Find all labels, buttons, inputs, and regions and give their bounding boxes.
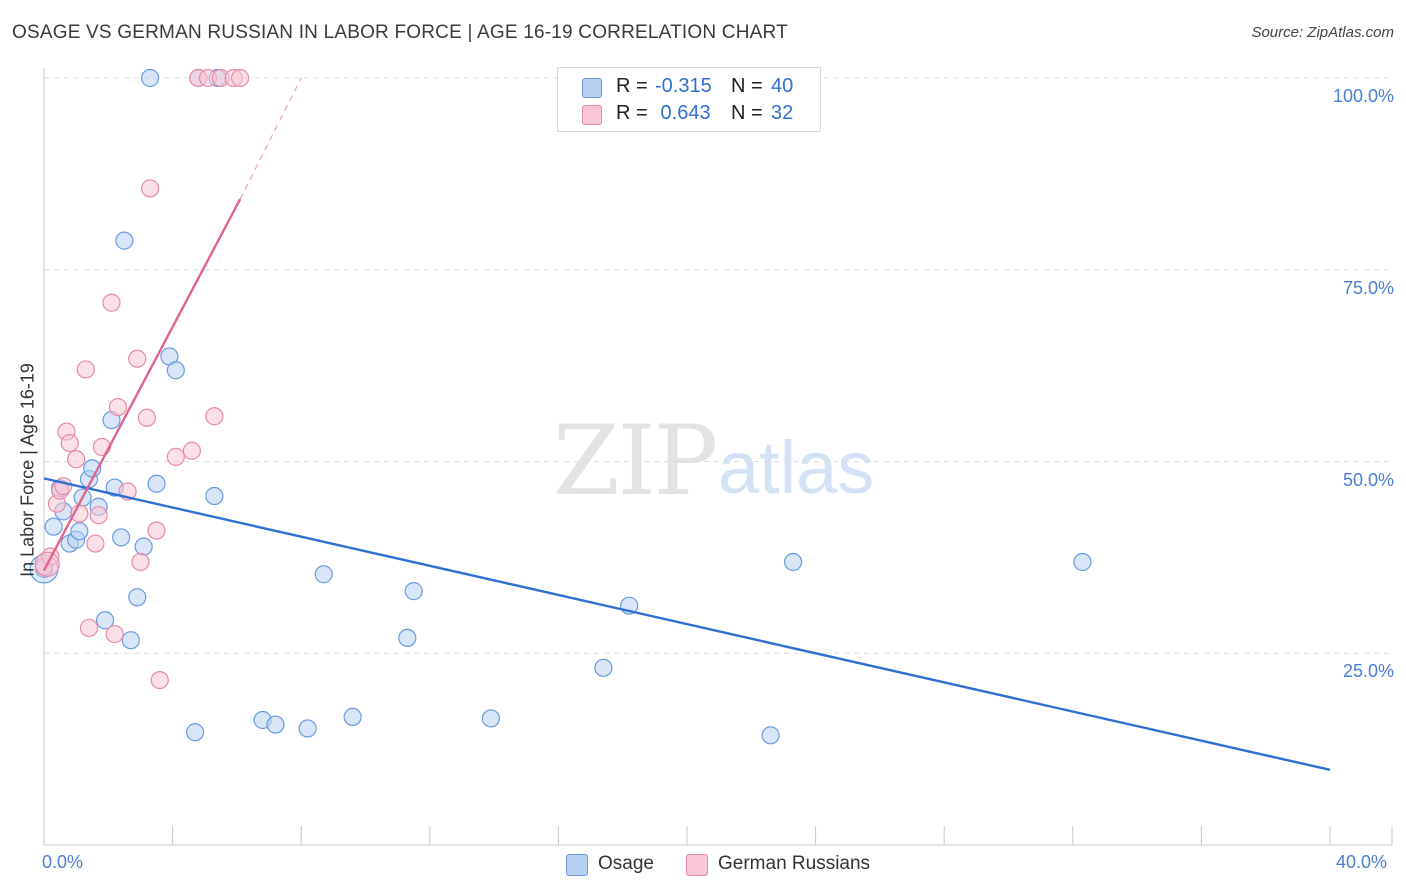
osage-point [1073,552,1092,572]
osage-point [314,565,333,584]
german-russians-point [231,68,250,88]
legend-label: Osage [598,853,654,874]
german-russians-point [166,447,185,466]
osage-point [594,658,613,677]
legend-row-osage: R = -0.315 N = 40 [558,73,820,101]
series-legend: Osage German Russians [0,852,1406,878]
german-russians-trend-extension [239,77,302,200]
osage-point [266,715,285,734]
osage-point [343,707,362,727]
german-russians-point [147,521,166,540]
osage-swatch [582,78,602,98]
osage-point [166,361,185,380]
watermark-atlas: atlas [718,426,875,509]
n-label: N = [731,75,763,97]
german-russians-point [105,624,124,644]
osage-point [128,588,147,607]
osage-point [44,517,63,536]
legend-label: German Russians [718,853,871,874]
osage-point [398,628,417,648]
gridlines [44,77,1392,654]
osage-point [115,231,134,250]
german-russians-trend-line [42,198,242,571]
german-russians-point [128,349,147,368]
osage-point [95,611,115,630]
german-russians-legend-swatch [686,854,708,876]
german-russians-point [102,293,121,312]
german-russians-point [67,450,86,469]
trend-lines [42,77,1331,772]
german-russians-point [131,552,150,572]
source-credit: Source: ZipAtlas.com [1251,24,1394,41]
y-tick-label: 50.0% [1342,469,1394,490]
osage-trend-line [43,477,1331,772]
german-russians-point [60,433,79,453]
y-axis-title-text: In Labor Force | Age 16-19 [17,363,38,577]
y-axis-title: In Labor Force | Age 16-19 [14,350,42,590]
r-value: 0.643 [655,102,711,124]
osage-point [205,486,224,506]
r-label: R = [616,102,648,124]
osage-point [404,582,423,601]
legend-row-german-russians: R = 0.643 N = 32 [558,100,820,128]
german-russians-point [79,618,99,638]
german-russians-point [108,397,128,417]
osage-point [298,719,317,738]
osage-point [147,474,166,493]
osage-point [112,528,131,547]
x-tick-label-max: 40.0% [1336,852,1388,872]
n-value: 32 [771,102,794,124]
osage-legend-swatch [566,854,588,876]
osage-point [70,522,89,541]
german-russians-point [182,441,201,460]
y-tick-label: 100.0% [1332,86,1394,106]
osage-point [783,552,803,572]
osage-point [481,709,500,728]
german-russians-point [140,179,160,198]
x-tick-label-min: 0.0% [42,852,84,872]
r-value: -0.315 [655,75,712,97]
german-russians-point [76,360,95,379]
osage-point [140,68,160,88]
chart-title: OSAGE VS GERMAN RUSSIAN IN LABOR FORCE |… [12,22,788,43]
german-russians-point [205,407,224,426]
osage-point [761,726,780,745]
correlation-legend: R = -0.315 N = 40 R = 0.643 N = 32 [557,67,821,132]
german-russians-point [54,476,73,496]
german-russians-swatch [582,105,602,125]
y-tick-label: 75.0% [1342,277,1394,298]
n-value: 40 [771,75,794,97]
osage-point [121,631,140,650]
german-russians-point [137,408,156,427]
german-russians-point [92,437,111,457]
german-russians-point [86,534,105,553]
r-label: R = [616,75,648,97]
n-label: N = [731,102,763,124]
osage-point [186,723,205,742]
axes [43,68,1393,846]
german-russians-point [150,670,169,690]
german-russians-point [89,506,108,525]
y-tick-label: 25.0% [1342,661,1394,682]
osage-points [29,68,1092,745]
osage-point [134,537,153,556]
